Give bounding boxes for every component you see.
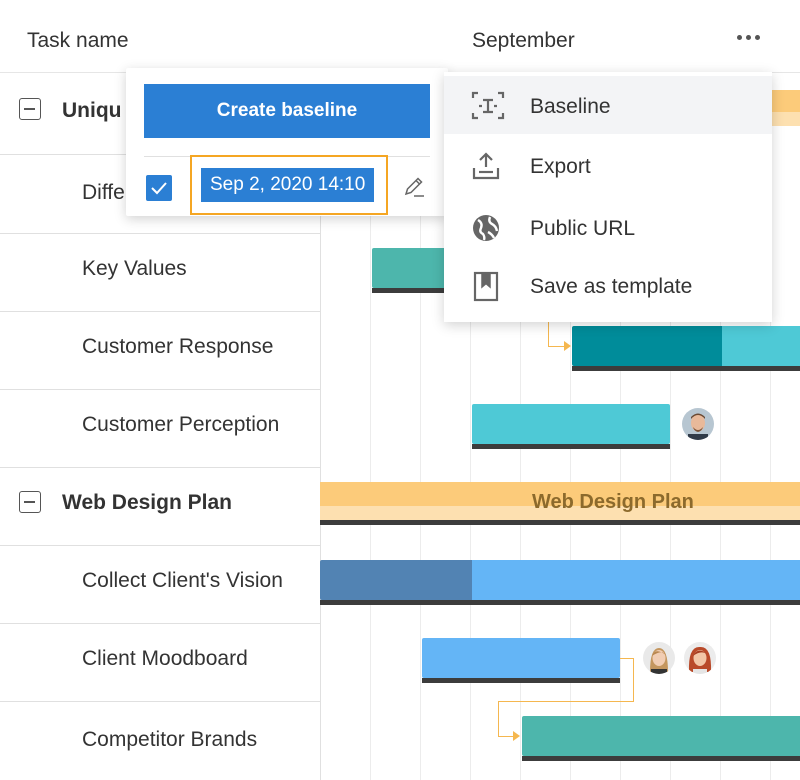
task-label: Uniqu [62, 99, 122, 122]
task-label: Key Values [82, 257, 187, 280]
dependency-link [498, 701, 634, 703]
grid-divider [320, 72, 321, 780]
summary-bar[interactable] [772, 90, 800, 112]
task-name-column-header: Task name [27, 29, 129, 52]
baseline-date-highlight: Sep 2, 2020 14:10 [190, 155, 388, 215]
assignee-avatar[interactable] [682, 408, 714, 440]
baseline-bar [422, 678, 620, 683]
task-row[interactable]: Web Design Plan [0, 468, 320, 546]
grid-line [370, 72, 371, 780]
menu-item-label: Export [530, 155, 591, 178]
dot [754, 34, 760, 40]
dependency-link [548, 346, 568, 348]
baseline-panel: Create baseline Sep 2, 2020 14:10 [126, 68, 448, 216]
baseline-bar [572, 366, 800, 371]
summary-bar[interactable] [320, 482, 800, 506]
baseline-bar [320, 520, 800, 525]
menu-item-baseline[interactable]: Baseline [444, 76, 772, 134]
baseline-date-input[interactable]: Sep 2, 2020 14:10 [201, 168, 375, 202]
timeline-month-header: September [472, 29, 575, 52]
baseline-bar [320, 600, 800, 605]
menu-item-label: Public URL [530, 217, 636, 240]
link-arrow-icon [513, 731, 520, 741]
collapse-toggle-icon[interactable] [19, 491, 41, 513]
dot [745, 34, 751, 40]
summary-bar-baseline [320, 506, 800, 520]
grid-line [420, 72, 421, 780]
dot [736, 34, 742, 40]
task-row[interactable]: Competitor Brands [0, 702, 320, 780]
task-label: Competitor Brands [82, 728, 258, 751]
baseline-bar [522, 756, 800, 761]
task-row[interactable]: Diffe [0, 155, 320, 234]
menu-item-label: Baseline [530, 95, 611, 118]
summary-bar-baseline [772, 112, 800, 126]
assignee-avatar[interactable] [684, 642, 716, 674]
task-bar[interactable] [372, 248, 446, 288]
task-bar[interactable] [722, 326, 800, 366]
task-label: Client Moodboard [82, 647, 248, 670]
task-row[interactable]: Key Values [0, 234, 320, 312]
dependency-link [548, 322, 550, 347]
create-baseline-button[interactable]: Create baseline [144, 84, 430, 138]
export-icon [470, 150, 502, 182]
task-row[interactable]: Customer Perception [0, 390, 320, 468]
task-row[interactable]: Collect Client's Vision [0, 546, 320, 624]
task-row[interactable]: Customer Response [0, 312, 320, 390]
task-label: Diffe [82, 181, 125, 204]
baseline-checkbox[interactable] [146, 175, 172, 201]
grid-line [770, 72, 771, 780]
grid-line [470, 72, 471, 780]
task-bar[interactable] [422, 638, 620, 678]
menu-item-public-url[interactable]: Public URL [444, 198, 772, 256]
menu-item-label: Save as template [530, 275, 693, 298]
task-label: Customer Perception [82, 413, 280, 436]
dependency-link [498, 736, 514, 738]
globe-icon [470, 212, 502, 244]
menu-item-save-as-template[interactable]: Save as template [444, 256, 772, 314]
checkmark-icon [151, 182, 167, 195]
assignee-avatar[interactable] [643, 642, 675, 674]
more-options-button[interactable] [728, 20, 768, 54]
task-label: Collect Client's Vision [82, 569, 283, 592]
dependency-link [498, 701, 500, 737]
task-label: Web Design Plan [62, 491, 232, 514]
dependency-link [633, 658, 635, 702]
menu-item-export[interactable]: Export [444, 136, 772, 194]
task-bar[interactable] [472, 560, 800, 600]
grid-line [670, 72, 671, 780]
task-bar-progress[interactable] [320, 560, 472, 600]
link-arrow-icon [564, 341, 571, 351]
baseline-icon [470, 90, 505, 122]
collapse-toggle-icon[interactable] [19, 98, 41, 120]
summary-bar-label: Web Design Plan [532, 491, 694, 513]
dependency-link [620, 658, 634, 660]
task-bar[interactable] [522, 716, 800, 756]
edit-pencil-icon[interactable] [401, 174, 427, 205]
task-bar-progress[interactable] [572, 326, 722, 366]
gantt-header: Task name September [0, 0, 800, 73]
baseline-bar [372, 288, 446, 293]
grid-line [720, 72, 721, 780]
baseline-bar [472, 444, 670, 449]
options-menu: Baseline Export Public URL Save as templ… [444, 72, 772, 322]
task-row[interactable]: Client Moodboard [0, 624, 320, 702]
task-bar[interactable] [472, 404, 670, 444]
bookmark-icon [470, 270, 502, 302]
task-label: Customer Response [82, 335, 274, 358]
